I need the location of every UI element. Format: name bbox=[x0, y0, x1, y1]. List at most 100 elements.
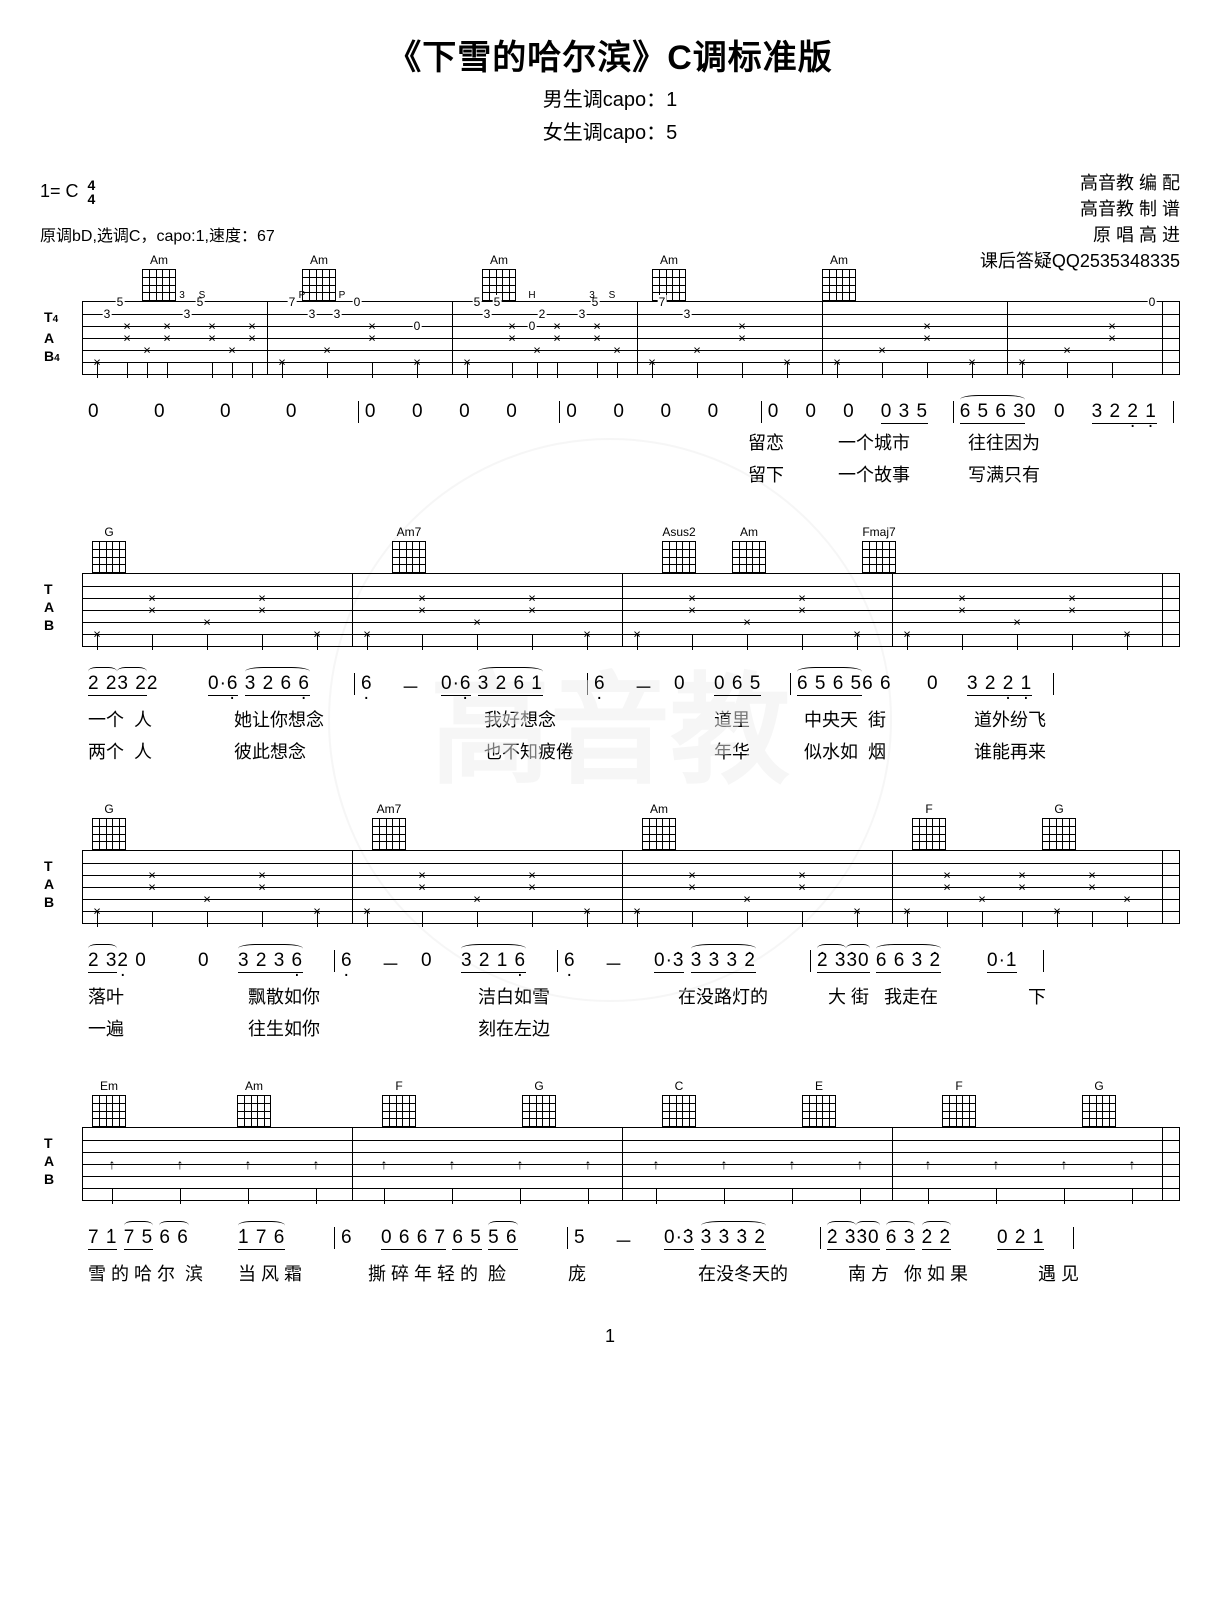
muted-note: × bbox=[203, 615, 211, 630]
chord-row: GAm7AmFG bbox=[82, 794, 1180, 850]
barline bbox=[82, 1128, 83, 1200]
system: GAm7Asus2AmFmaj7TAB×××××××××××××××××××××… bbox=[40, 517, 1180, 764]
note-stem bbox=[1067, 362, 1068, 378]
muted-note: × bbox=[1013, 615, 1021, 630]
measure-bar bbox=[820, 1227, 821, 1249]
note-stem bbox=[1092, 911, 1093, 927]
note-stem bbox=[692, 634, 693, 650]
tab-annotation: S bbox=[609, 290, 616, 301]
note-stem bbox=[252, 362, 253, 378]
lyric-cell: 雪 的 哈 尔 滨 bbox=[88, 1260, 238, 1286]
note-stem bbox=[97, 362, 98, 378]
barline bbox=[1162, 1128, 1163, 1200]
muted-note: × bbox=[743, 892, 751, 907]
note-stem bbox=[422, 634, 423, 650]
lyric-cell: 当 风 霜 bbox=[238, 1260, 368, 1286]
muted-note: × bbox=[1068, 591, 1076, 606]
lyric-cell: 一个城市 bbox=[838, 429, 968, 455]
jianpu-cell: 6 5 6 56 6 bbox=[797, 673, 927, 700]
measure-bar bbox=[587, 673, 588, 695]
measure-bar bbox=[1043, 950, 1044, 972]
jianpu-cell: 0 bbox=[421, 950, 461, 977]
note-stem bbox=[207, 634, 208, 650]
tab-fret: 3 bbox=[483, 307, 492, 321]
tab-fret: 3 bbox=[683, 307, 692, 321]
tab-clef: TAB bbox=[44, 857, 54, 911]
barline bbox=[352, 1128, 353, 1200]
note-stem bbox=[512, 362, 513, 378]
muted-note: × bbox=[978, 892, 986, 907]
tab-clef: TAB bbox=[44, 580, 54, 634]
jianpu-cell: 3 2 2 1 bbox=[967, 673, 1047, 700]
measure-bar bbox=[354, 673, 355, 695]
system: AmAmAmAmAmT4AB4×××××××××××××××××××××××××… bbox=[40, 245, 1180, 487]
jianpu-cell: － bbox=[634, 673, 674, 700]
barline bbox=[1162, 574, 1163, 646]
chord-g: G bbox=[1042, 802, 1076, 850]
tab-clef: T4AB4 bbox=[44, 308, 60, 368]
jianpu-cell: 0 bbox=[927, 673, 967, 700]
chord-f: F bbox=[382, 1079, 416, 1127]
note-stem bbox=[477, 911, 478, 927]
lyric-cell: 在没路灯的 bbox=[678, 983, 828, 1009]
muted-note: × bbox=[958, 591, 966, 606]
note-stem bbox=[1022, 362, 1023, 378]
chord-f: F bbox=[912, 802, 946, 850]
muted-note: × bbox=[123, 319, 131, 334]
jianpu-cell: 0 bbox=[220, 401, 286, 423]
note-stem bbox=[532, 911, 533, 927]
jianpu-cell: 2 330 6 3 2 2 bbox=[827, 1227, 997, 1254]
barline bbox=[622, 574, 623, 646]
lyric-cell: 一遍 bbox=[88, 1015, 248, 1041]
jianpu-cell: 0 6 6 7 6 5 5 6 bbox=[381, 1227, 561, 1254]
barline bbox=[822, 302, 823, 374]
tab-fret: 3 bbox=[578, 307, 587, 321]
tab-fret: 0 bbox=[353, 295, 362, 309]
strum-arrow: ↑ bbox=[177, 1156, 184, 1172]
barline bbox=[82, 574, 83, 646]
note-stem bbox=[152, 911, 153, 927]
chord-g: G bbox=[522, 1079, 556, 1127]
muted-note: × bbox=[798, 591, 806, 606]
barline bbox=[82, 851, 83, 923]
barline bbox=[82, 302, 83, 374]
jianpu-cell: 0·3 3 3 3 2 bbox=[654, 950, 804, 977]
strum-arrow: ↑ bbox=[1061, 1156, 1068, 1172]
muted-note: × bbox=[943, 868, 951, 883]
muted-note: × bbox=[593, 319, 601, 334]
note-stem bbox=[532, 634, 533, 650]
lyric-cell: 留下 bbox=[748, 461, 838, 487]
lyric-row: 一个 人她让你想念我好想念道里中央天 街道外纷飞 bbox=[40, 706, 1180, 732]
tab-fret: 5 bbox=[493, 295, 502, 309]
jianpu-cell: 0 bbox=[506, 401, 553, 423]
jianpu-cell: 0 bbox=[661, 401, 708, 423]
lyric-cell: 在没冬天的 bbox=[698, 1260, 848, 1286]
chord-row: GAm7Asus2AmFmaj7 bbox=[82, 517, 1180, 573]
tab-annotation: 3 bbox=[179, 290, 185, 301]
jianpu-cell: － bbox=[604, 950, 654, 977]
note-stem bbox=[327, 362, 328, 378]
strum-arrow: ↑ bbox=[585, 1156, 592, 1172]
muted-note: × bbox=[1063, 343, 1071, 358]
note-stem bbox=[637, 911, 638, 927]
strum-arrow: ↑ bbox=[449, 1156, 456, 1172]
jianpu-cell: 0 bbox=[674, 673, 714, 700]
chord-g: G bbox=[92, 802, 126, 850]
muted-note: × bbox=[923, 319, 931, 334]
muted-note: × bbox=[533, 343, 541, 358]
muted-note: × bbox=[203, 892, 211, 907]
tab-clef: TAB bbox=[44, 1134, 54, 1188]
muted-note: × bbox=[143, 343, 151, 358]
measure-bar bbox=[761, 401, 762, 423]
barline bbox=[637, 302, 638, 374]
jianpu-cell: 6 bbox=[594, 673, 634, 700]
muted-note: × bbox=[688, 868, 696, 883]
measure-bar bbox=[567, 1227, 568, 1249]
note-stem bbox=[692, 911, 693, 927]
muted-note: × bbox=[418, 868, 426, 883]
jianpu-cell: 1 7 6 bbox=[238, 1227, 328, 1254]
barline bbox=[267, 302, 268, 374]
muted-note: × bbox=[368, 319, 376, 334]
jianpu-row: 2 23 220·6 3 2 6 66－0·6 3 2 6 16－00 6 56… bbox=[40, 673, 1180, 700]
note-stem bbox=[367, 911, 368, 927]
